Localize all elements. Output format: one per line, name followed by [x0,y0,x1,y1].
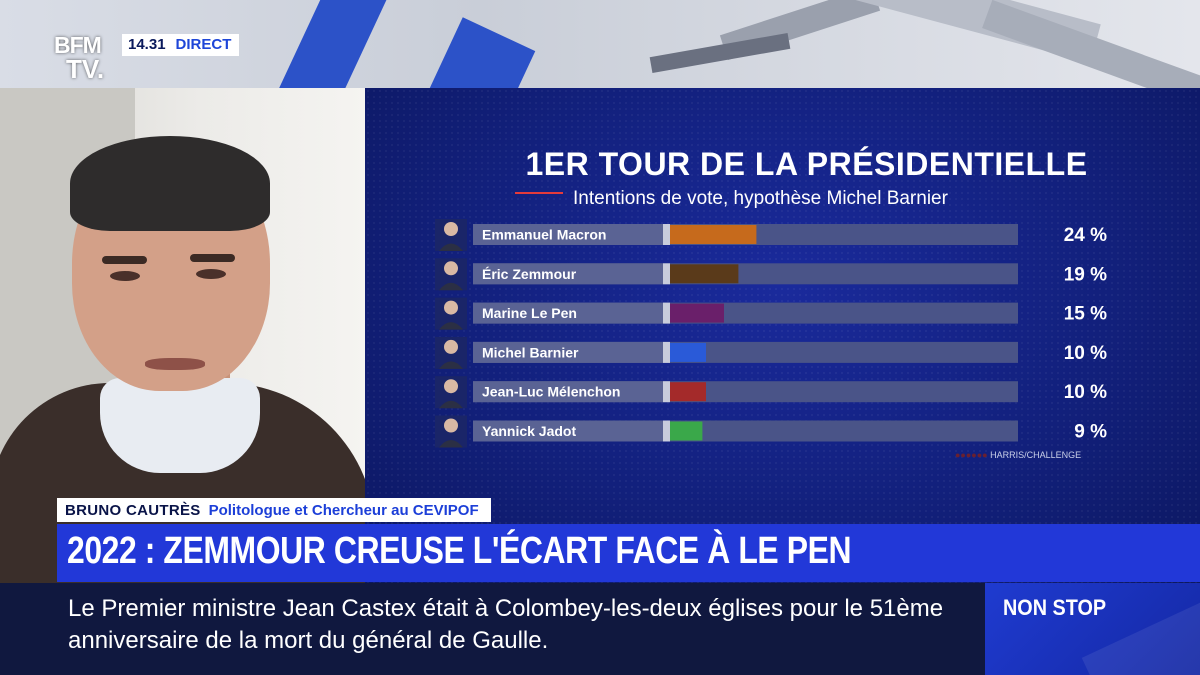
chart-source-prefix: ●●●●●● [955,450,991,460]
candidate-portrait-icon [435,297,467,330]
percent-label: 15 % [1064,304,1107,325]
bar-value [670,225,757,244]
portrait-head [444,222,458,236]
bar-separator [663,341,670,363]
portrait-body [439,440,463,448]
name-cell [473,263,663,285]
channel-logo: BFM TV. [54,32,118,86]
name-cell [473,341,663,363]
guest-mouth [145,358,205,370]
poll-row: Marine Le Pen 15 % [435,297,1107,330]
portrait-head [444,261,458,276]
candidate-name-label: Marine Le Pen [482,305,577,321]
bar-separator [663,302,670,324]
portrait-head [444,418,458,433]
portrait-head [444,379,458,394]
guest-eyebrow [190,254,235,262]
percent-label: 10 % [1064,343,1107,364]
name-cell [473,302,663,324]
portrait-head [444,339,458,354]
guest-shirt-collar [100,378,260,473]
guest-eye [196,269,226,279]
candidate-name-label: Michel Barnier [482,344,579,360]
news-ticker: Le Premier ministre Jean Castex était à … [0,583,985,675]
candidate-name-label: Éric Zemmour [482,266,577,282]
candidate-portrait-icon [435,336,467,369]
bar-value [670,342,706,362]
portrait-body [439,322,463,330]
poll-row: Jean-Luc Mélenchon 10 % [435,376,1107,409]
name-cell [473,420,663,442]
candidate-name-label: Emmanuel Macron [482,227,606,243]
portrait-body [439,361,463,369]
bar-separator [663,420,670,442]
candidate-portrait-icon [435,258,467,291]
ticker-text: Le Premier ministre Jean Castex était à … [68,595,944,654]
guest-hair [70,136,270,231]
percent-label: 19 % [1064,264,1107,285]
bar-value [670,382,706,402]
bar-value [670,264,739,284]
candidate-portrait-icon [435,376,467,409]
decor-shape [269,0,391,88]
chart-source-text: HARRIS/CHALLENGE [990,450,1082,460]
chart-subtitle: Intentions de vote, hypothèse Michel Bar… [573,188,948,209]
logo-bottom-text: TV. [66,54,105,84]
candidate-portrait-icon [435,219,467,251]
poll-row: Yannick Jadot 9 % [435,415,1107,448]
poll-row: Michel Barnier 10 % [435,336,1107,369]
bar-value [670,421,703,441]
guest-eye [110,271,140,281]
poll-row: Emmanuel Macron 24 % [435,219,1107,251]
live-badge: DIRECT [171,34,240,56]
name-cell [473,381,663,403]
chart-source: ●●●●●● HARRIS/CHALLENGE [955,450,1081,460]
guest-eyebrow [102,256,147,264]
bar-separator [663,381,670,403]
portrait-body [439,243,463,251]
name-cell [473,224,663,245]
program-badge: NON STOP [985,583,1200,675]
headline-text: 2022 : ZEMMOUR CREUSE L'ÉCART FACE À LE … [67,530,852,572]
clock-time: 14.31 [122,34,172,56]
bar-separator [663,224,670,245]
bar-value [670,303,724,323]
candidate-portrait-icon [435,415,467,448]
decor-shape [982,0,1200,88]
percent-label: 10 % [1064,382,1107,403]
live-clock: 14.31 DIRECT [122,34,240,56]
portrait-body [439,400,463,409]
portrait-head [444,300,458,315]
headline-bar: 2022 : ZEMMOUR CREUSE L'ÉCART FACE À LE … [57,524,1200,582]
percent-label: 9 % [1074,422,1107,443]
candidate-name-label: Yannick Jadot [482,423,576,439]
poll-chart-panel: 1ER TOUR DE LA PRÉSIDENTIELLE Intentions… [365,88,1200,583]
candidate-name-label: Jean-Luc Mélenchon [482,384,620,400]
chart-title: 1ER TOUR DE LA PRÉSIDENTIELLE [525,146,1088,182]
decor-shape [424,17,536,88]
poll-bar-chart: Emmanuel Macron 24 % Éric Zemmour 19 % Marin… [435,219,1107,448]
guest-role: Politologue et Chercheur au CEVIPOF [208,501,479,519]
bar-separator [663,263,670,285]
guest-name-tag: BRUNO CAUTRÈS Politologue et Chercheur a… [57,498,491,522]
program-label: NON STOP [1003,595,1107,620]
logo-top-text: BFM [54,32,102,58]
percent-label: 24 % [1064,225,1107,246]
poll-row: Éric Zemmour 19 % [435,258,1107,291]
guest-name: BRUNO CAUTRÈS [65,501,201,519]
decor-shape [649,32,791,74]
title-accent-rule [515,192,563,194]
portrait-body [439,282,463,291]
